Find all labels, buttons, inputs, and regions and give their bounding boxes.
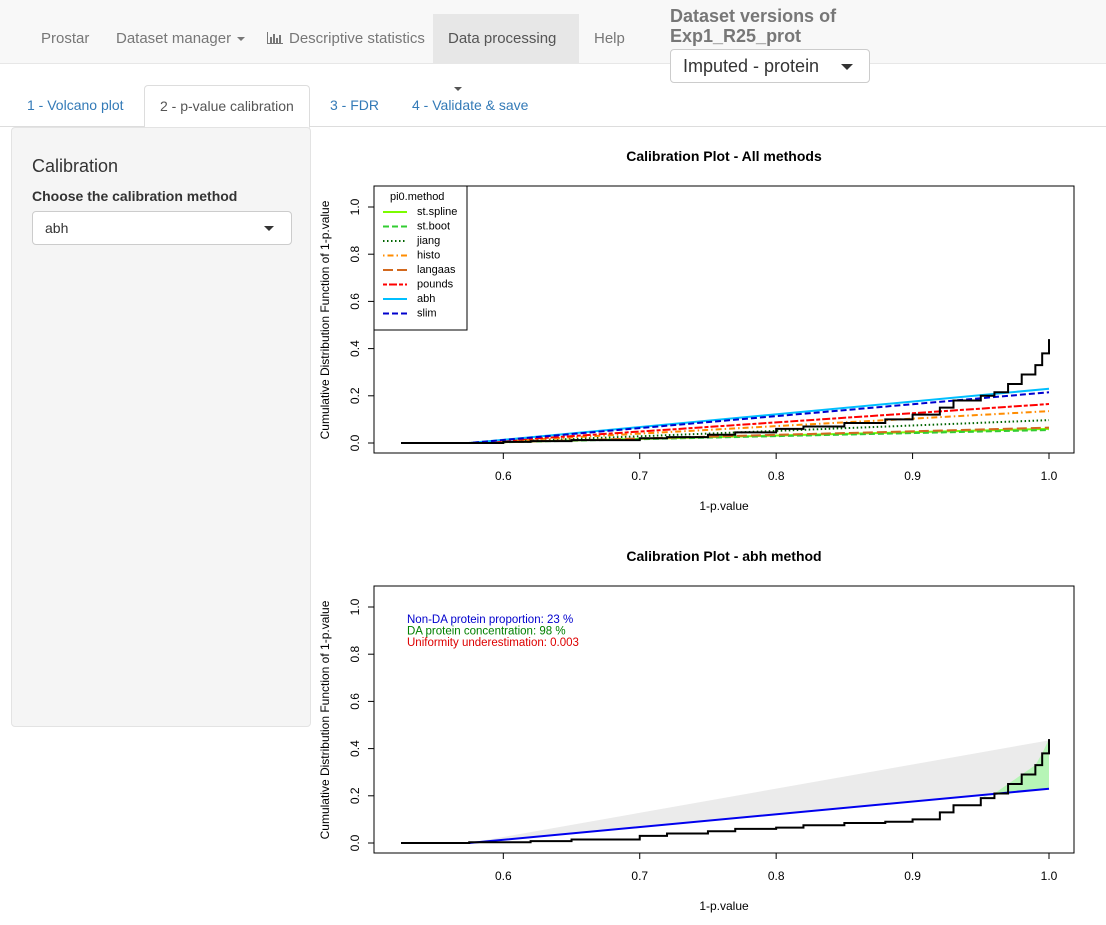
nav-dataset-manager-label: Dataset manager xyxy=(116,30,232,47)
nav-data-processing-label: Data processing xyxy=(448,30,557,47)
calibration-sidebar: Calibration Choose the calibration metho… xyxy=(11,127,311,727)
legend-entry: jiang xyxy=(416,235,440,247)
legend-entry: histo xyxy=(417,250,440,262)
plot-frame xyxy=(373,585,1075,854)
legend-entry: pounds xyxy=(417,279,454,291)
legend-entry: langaas xyxy=(417,264,456,276)
annotation-text: Uniformity underestimation: 0.003 xyxy=(407,637,579,649)
y-tick-label: 0.4 xyxy=(348,340,362,357)
nav-descriptive-statistics[interactable]: Descriptive statistics xyxy=(252,14,440,64)
x-tick-label: 0.9 xyxy=(904,469,921,483)
y-axis-label: Cumulative Distribution Function of 1-p.… xyxy=(318,200,332,439)
dataset-version-value: Imputed - protein xyxy=(683,56,820,76)
ecdf-line xyxy=(401,739,1050,844)
y-tick-label: 0.0 xyxy=(348,834,362,851)
calibration-plot-all-methods: Calibration Plot - All methods 0.6 0.7 0.8 0… xyxy=(318,148,1075,513)
x-tick-label: 0.8 xyxy=(768,869,785,883)
caret-down-icon xyxy=(237,37,246,42)
dataset-version-select[interactable]: Imputed - protein xyxy=(670,49,870,83)
caret-down-icon xyxy=(841,64,853,70)
y-tick-label: 1.0 xyxy=(348,598,362,615)
chart-title: Calibration Plot - abh method xyxy=(626,548,821,564)
x-axis-label: 1-p.value xyxy=(699,499,749,513)
caret-down-icon xyxy=(264,226,274,231)
tab-pvalue-calibration-label: 2 - p-value calibration xyxy=(160,98,294,114)
plot-frame xyxy=(373,185,1075,454)
tab-volcano-plot-label: 1 - Volcano plot xyxy=(27,97,124,113)
x-tick-label: 1.0 xyxy=(1041,869,1058,883)
x-tick-label: 1.0 xyxy=(1041,469,1058,483)
legend-entry: abh xyxy=(417,293,435,305)
x-tick-label: 0.9 xyxy=(904,869,921,883)
x-tick-label: 0.6 xyxy=(495,869,512,883)
legend-box xyxy=(373,185,468,331)
chart-title: Calibration Plot - All methods xyxy=(626,148,822,164)
y-tick-label: 0.8 xyxy=(348,246,362,263)
tab-volcano-plot[interactable]: 1 - Volcano plot xyxy=(12,85,139,127)
caret-down-icon xyxy=(454,87,462,92)
da-region xyxy=(980,739,1049,799)
tab-bar: 1 - Volcano plot 2 - p-value calibration… xyxy=(0,85,1106,128)
tab-validate-save-label: 4 - Validate & save xyxy=(412,97,529,113)
tab-fdr[interactable]: 3 - FDR xyxy=(315,85,394,127)
legend-title: pi0.method xyxy=(390,191,444,203)
tab-fdr-label: 3 - FDR xyxy=(330,97,379,113)
annotation-text: DA protein concentration: 98 % xyxy=(407,626,566,638)
x-tick-label: 0.7 xyxy=(631,869,648,883)
y-tick-label: 0.4 xyxy=(348,740,362,757)
tab-pvalue-calibration[interactable]: 2 - p-value calibration xyxy=(144,85,310,128)
legend-entry: slim xyxy=(417,308,437,320)
y-axis-label: Cumulative Distribution Function of 1-p.… xyxy=(318,600,332,839)
annotation-text: Non-DA protein proportion: 23 % xyxy=(407,614,573,626)
y-tick-label: 0.8 xyxy=(348,646,362,663)
y-tick-label: 0.2 xyxy=(348,387,362,404)
nav-help[interactable]: Help xyxy=(579,14,640,64)
legend-entry: st.spline xyxy=(417,206,457,218)
nav-prostar-label: Prostar xyxy=(41,30,90,47)
y-tick-label: 0.2 xyxy=(348,787,362,804)
x-tick-label: 0.6 xyxy=(495,469,512,483)
calibration-plot-abh-method: Calibration Plot - abh method 0.6 0.7 0.8 0.… xyxy=(318,548,1075,913)
ecdf-line xyxy=(401,339,1050,444)
nav-dataset-manager[interactable]: Dataset manager xyxy=(101,14,260,64)
nav-data-processing[interactable]: Data processing xyxy=(433,14,579,92)
tab-validate-save[interactable]: 4 - Validate & save xyxy=(397,85,543,127)
x-axis-label: 1-p.value xyxy=(699,899,749,913)
sidebar-title: Calibration xyxy=(32,156,119,176)
y-tick-label: 0.6 xyxy=(348,693,362,710)
dataset-versions-title: Dataset versions of Exp1_R25_prot xyxy=(670,6,837,46)
calibration-method-label: Choose the calibration method xyxy=(32,188,238,204)
nav-prostar[interactable]: Prostar xyxy=(26,14,104,64)
y-tick-label: 0.0 xyxy=(348,434,362,451)
legend-entry: st.boot xyxy=(417,221,450,233)
x-tick-label: 0.8 xyxy=(768,469,785,483)
calibration-method-select[interactable]: abh xyxy=(32,211,292,245)
bar-chart-icon xyxy=(267,32,283,44)
navbar: Prostar Dataset manager Descriptive stat… xyxy=(0,0,1106,92)
y-tick-label: 1.0 xyxy=(348,198,362,215)
uniformity-region xyxy=(469,740,1049,843)
calibration-method-value: abh xyxy=(45,220,69,236)
x-tick-label: 0.7 xyxy=(631,469,648,483)
nav-help-label: Help xyxy=(594,30,625,47)
y-tick-label: 0.6 xyxy=(348,293,362,310)
nav-descriptive-statistics-label: Descriptive statistics xyxy=(289,30,425,47)
